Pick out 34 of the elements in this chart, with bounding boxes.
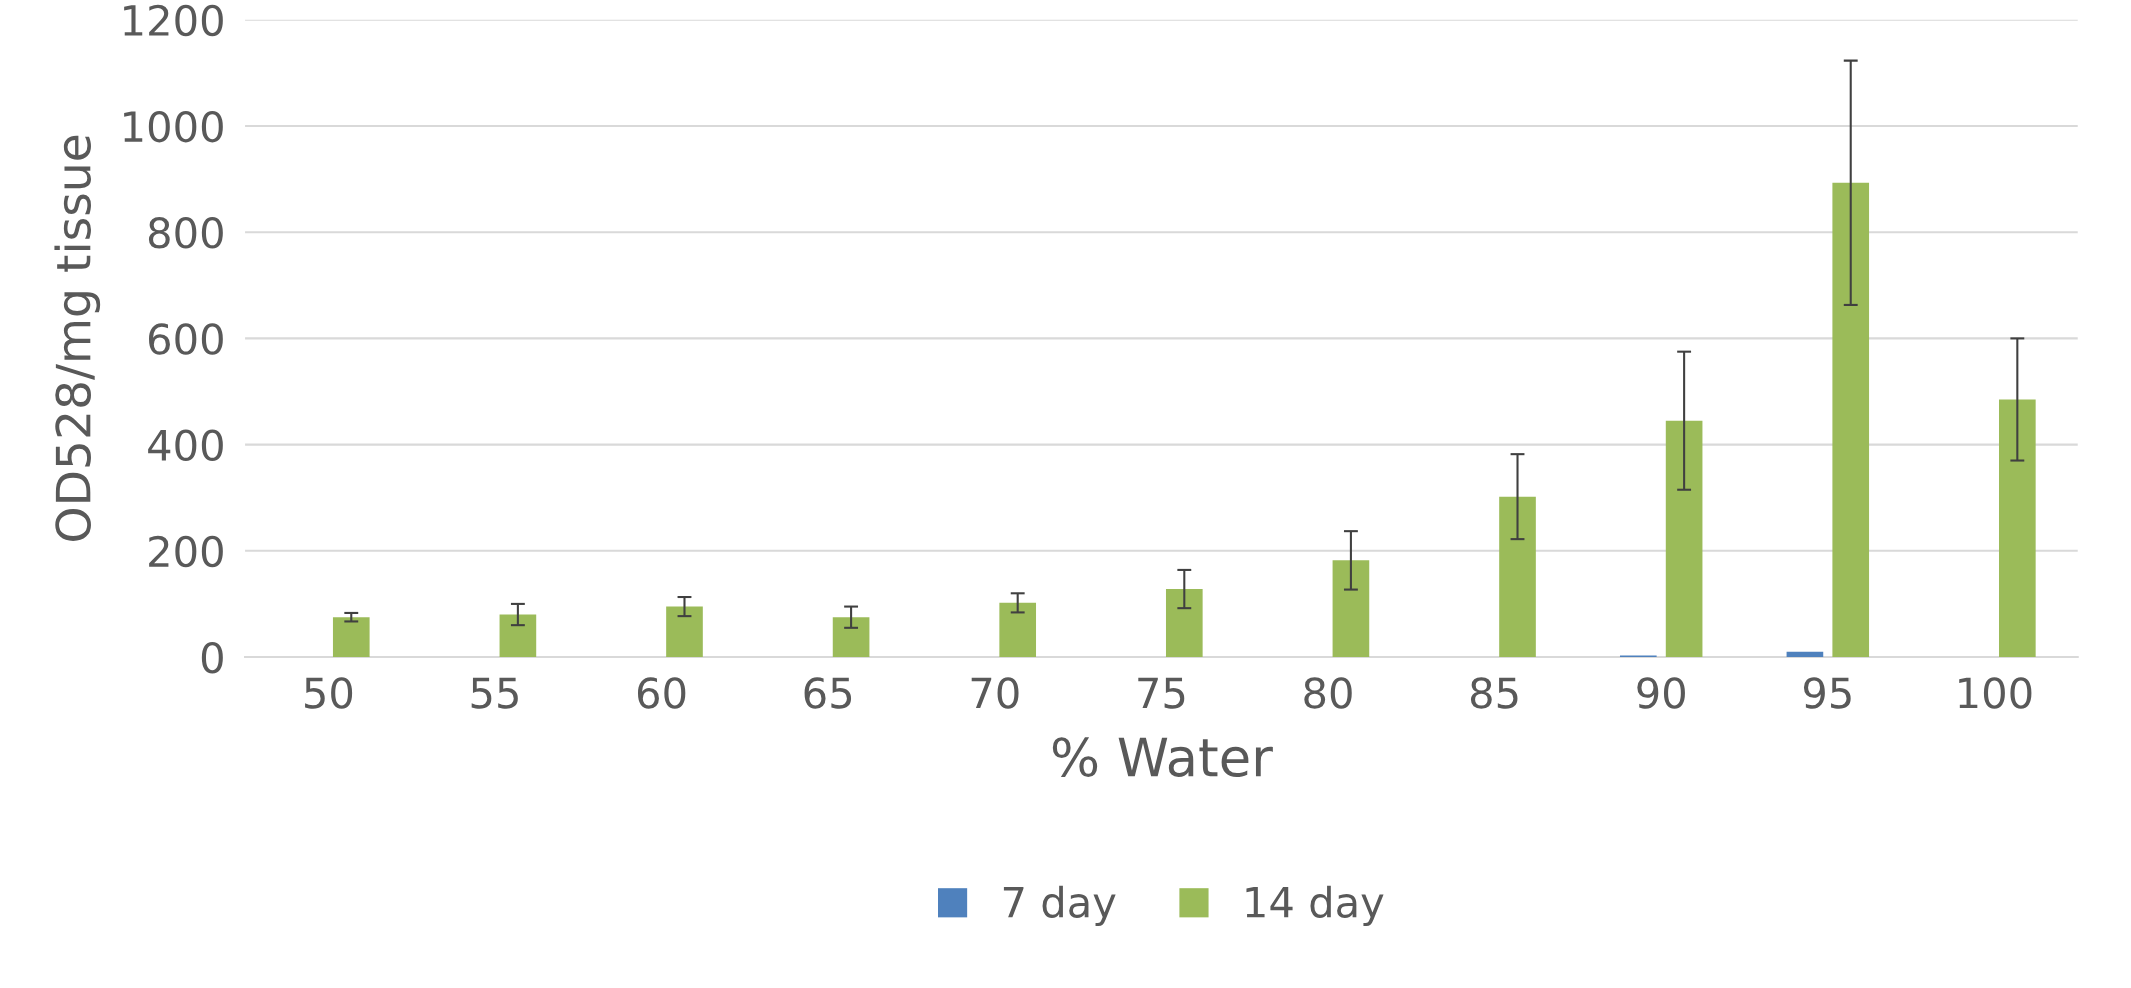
bar [999,602,1037,658]
bar [1165,589,1203,658]
x-tick-label: 90 [1637,677,1685,709]
bar [499,614,537,658]
x-axis-title: % Water [1052,737,1273,778]
y-tick-label: 600 [149,323,223,355]
y-tick-label: 1200 [124,4,223,37]
bar [1832,182,1870,658]
x-tick-label: 75 [1138,677,1185,709]
x-tick-label: 80 [1304,677,1352,709]
legend-label: 14 day [1246,885,1384,927]
bar [832,617,870,658]
y-tick-label: 800 [148,217,223,249]
x-tick-label: 60 [637,677,686,709]
bar [666,606,703,658]
x-tick-label: 100 [1959,677,2032,709]
x-tick-label: 85 [1470,677,1518,709]
x-tick-label: 50 [305,677,353,709]
bar [1999,399,2036,658]
x-tick-label: 70 [971,677,1019,709]
x-tick-label: 65 [804,677,852,709]
bar [1499,496,1536,658]
x-tick-label: 95 [1803,677,1851,709]
y-tick-label: 400 [148,429,223,462]
bar [1332,560,1370,658]
x-tick-label: 55 [471,677,518,709]
y-tick-label: 1000 [124,110,223,143]
y-tick-label: 200 [149,535,223,568]
bar [1665,420,1703,658]
bar [332,617,370,658]
legend-label: 7 day [1003,885,1116,927]
y-tick-label: 0 [201,641,223,674]
bar [1786,651,1824,658]
y-axis-title: OD528/mg tissue [54,135,101,541]
